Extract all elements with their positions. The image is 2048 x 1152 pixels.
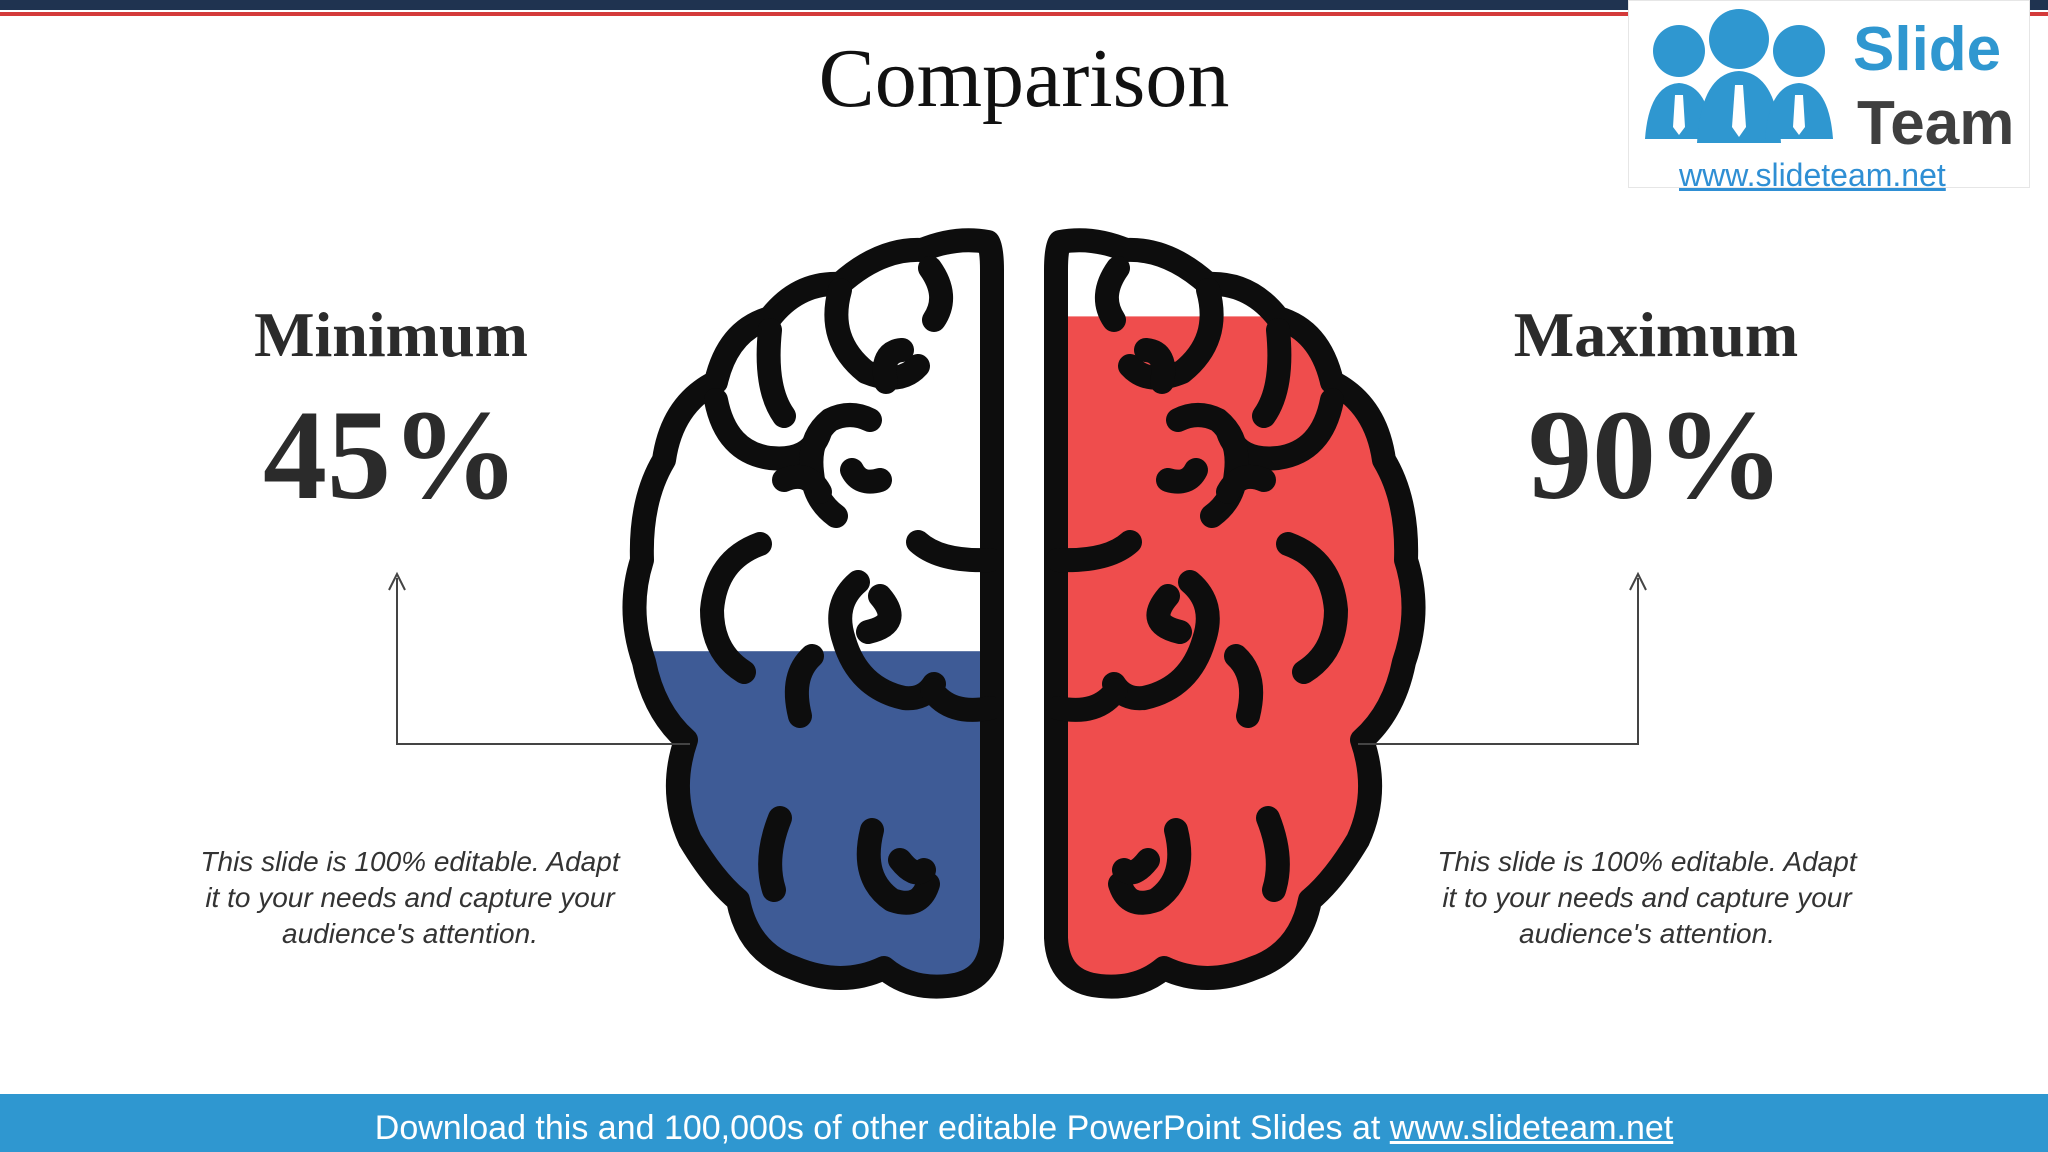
maximum-heading: Maximum <box>1513 299 1799 370</box>
left-brain-folds <box>700 256 1002 915</box>
people-icon <box>1645 9 1833 143</box>
footer-text: Download this and 100,000s of other edit… <box>0 1109 2048 1148</box>
left-hemisphere-outline <box>622 228 1004 999</box>
slide-title: Comparison <box>818 32 1230 125</box>
slideteam-logo[interactable]: Slide Team www.slideteam.net <box>1628 0 2030 193</box>
top-bar <box>0 0 2048 18</box>
top-bar-dark <box>0 0 2048 10</box>
right-connector <box>1358 571 1647 745</box>
logo-word-team: Team <box>1857 89 2015 158</box>
footer-bar <box>0 1094 2048 1152</box>
footer-link[interactable]: www.slideteam.net <box>1389 1109 1674 1147</box>
minimum-description: This slide is 100% editable. Adapt it to… <box>200 846 620 949</box>
footer-message: Download this and 100,000s of other edit… <box>374 1109 1381 1147</box>
minimum-heading: Minimum <box>254 299 528 370</box>
maximum-description: This slide is 100% editable. Adapt it to… <box>1437 846 1857 949</box>
right-brain-folds <box>1046 256 1348 915</box>
left-connector <box>388 571 690 745</box>
logo-url-link[interactable]: www.slideteam.net <box>1679 157 1946 193</box>
top-bar-stripe <box>0 12 2048 16</box>
logo-word-slide: Slide <box>1853 15 2002 84</box>
minimum-value: 45% <box>263 384 519 526</box>
maximum-value: 90% <box>1528 384 1784 526</box>
right-hemisphere-outline <box>1044 228 1426 999</box>
